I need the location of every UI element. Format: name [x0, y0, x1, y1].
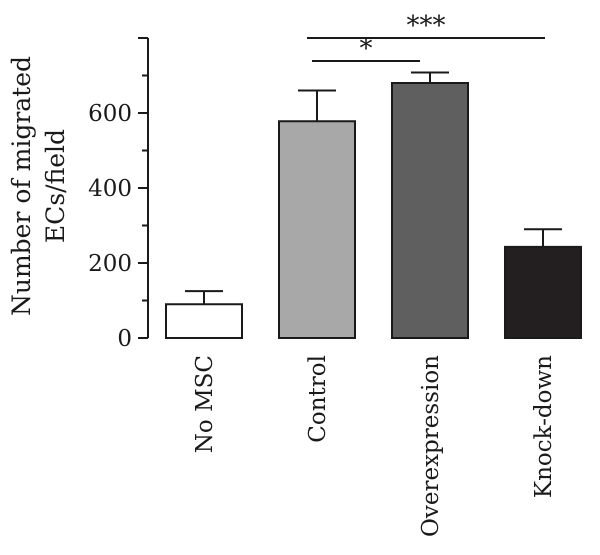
category-label: Control — [305, 355, 331, 443]
bar — [504, 245, 582, 339]
significance-label: * — [360, 34, 373, 64]
significance-annotations: **** — [307, 11, 545, 64]
bar — [165, 303, 243, 339]
y-tick-label: 200 — [88, 251, 132, 277]
bar-group-control — [278, 89, 356, 339]
y-axis-label-line: ECs/field — [41, 129, 70, 243]
bar — [278, 120, 356, 339]
y-axis-label-line: Number of migrated — [7, 56, 36, 316]
y-tick-label: 0 — [117, 326, 132, 352]
bar — [391, 82, 469, 339]
y-tick-label: 600 — [88, 101, 132, 127]
y-axis: 0 200 400 600 — [88, 37, 149, 352]
category-label: No MSC — [192, 355, 218, 453]
bars — [165, 71, 582, 339]
significance-label: *** — [407, 11, 446, 41]
bar-group-no-msc — [165, 290, 243, 339]
y-tick-label: 400 — [88, 176, 132, 202]
category-labels: No MSC Control Overexpression Knock-down — [192, 355, 557, 537]
category-label: Overexpression — [418, 355, 444, 537]
bar-group-knock-down — [504, 228, 582, 339]
y-axis-label: Number of migrated ECs/field — [7, 56, 70, 316]
bar-group-overexpression — [391, 71, 469, 339]
category-label: Knock-down — [531, 355, 557, 498]
